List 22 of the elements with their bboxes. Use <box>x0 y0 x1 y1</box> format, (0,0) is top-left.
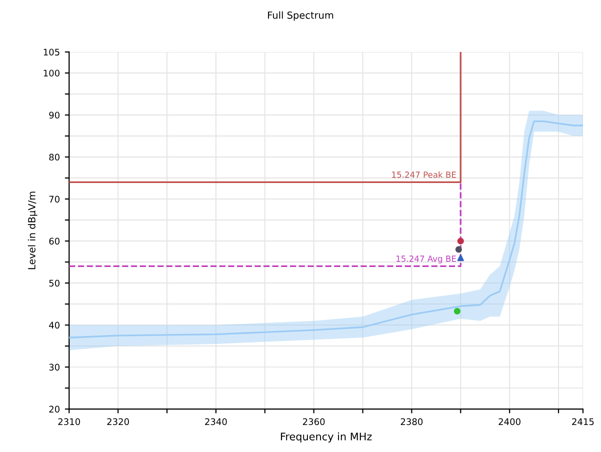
x-tick-label: 2415 <box>572 418 594 426</box>
x-tick-label: 2310 <box>58 418 80 426</box>
y-tick-label: 80 <box>49 154 60 161</box>
x-tick-label: 2360 <box>302 418 325 426</box>
y-tick-label: 60 <box>49 238 60 245</box>
y-tick-label: 100 <box>44 70 60 77</box>
y-tick-label: 90 <box>49 112 60 119</box>
y-tick-label: 70 <box>49 196 60 203</box>
y-tick-label: 105 <box>44 48 60 56</box>
y-axis-title: Level in dBµV/m <box>28 192 38 270</box>
y-tick-label: 40 <box>49 322 60 329</box>
x-axis-title: Frequency in MHz <box>280 432 372 442</box>
x-tick-label: 2320 <box>107 418 129 426</box>
series-label: 15.247 Avg BE <box>396 256 456 264</box>
y-tick-label: 20 <box>49 406 60 413</box>
chart-title: Full Spectrum <box>268 11 334 21</box>
y-tick-label: 30 <box>49 364 60 371</box>
x-tick-label: 2400 <box>498 418 520 426</box>
y-tick-label: 50 <box>49 280 60 287</box>
x-tick-label: 2340 <box>205 418 227 426</box>
series-label: 15.247 Peak BE <box>392 171 456 178</box>
x-tick-label: 2380 <box>400 418 423 426</box>
